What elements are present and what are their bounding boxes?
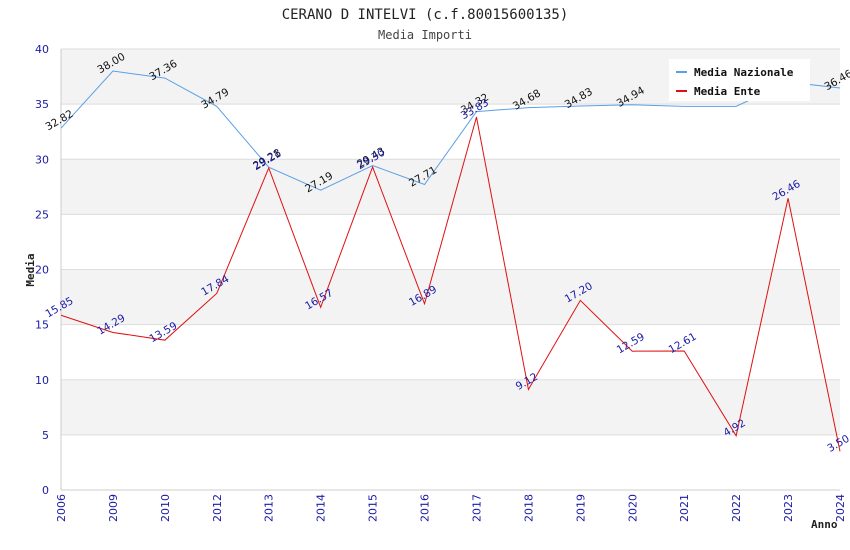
grid-band <box>61 104 840 160</box>
series-line-media-nazionale <box>60 70 841 191</box>
x-tick-label: 2021 <box>678 494 691 522</box>
grid-band <box>61 324 840 380</box>
x-tick-label: 2020 <box>626 494 639 522</box>
grid-bands <box>61 48 840 491</box>
x-tick-label: 2019 <box>574 494 587 522</box>
series-line-media-ente <box>60 116 841 452</box>
series-lines <box>60 70 841 452</box>
x-tick-label: 2009 <box>107 494 120 522</box>
x-tick-label: 2013 <box>263 494 276 522</box>
x-tick-label: 2024 <box>834 494 847 522</box>
x-tick-label: 2012 <box>211 494 224 522</box>
y-tick-label: 10 <box>35 374 49 387</box>
y-tick-label: 15 <box>35 319 49 332</box>
chart-subtitle: Media Importi <box>378 28 472 42</box>
y-tick-label: 0 <box>42 484 49 497</box>
y-axis-label: Media <box>24 253 37 286</box>
legend: Media Nazionale Media Ente <box>669 59 810 101</box>
grid-band <box>61 159 840 215</box>
y-tick-label: 40 <box>35 43 49 56</box>
x-tick-label: 2010 <box>159 494 172 522</box>
x-axis-label: Anno <box>811 518 838 531</box>
x-tick-label: 2006 <box>55 494 68 522</box>
grid-band <box>61 434 840 490</box>
y-tick-label: 35 <box>35 98 49 111</box>
chart-title: CERANO D INTELVI (c.f.80015600135) <box>282 7 569 23</box>
legend-entry: Media Ente <box>694 85 761 98</box>
legend-entry: Media Nazionale <box>694 66 794 79</box>
x-tick-label: 2022 <box>730 494 743 522</box>
x-tick-label: 2016 <box>419 494 432 522</box>
x-axis: 2006 2009 2010 2012 2013 2014 2015 2016 2017 2018… <box>55 489 847 522</box>
x-tick-label: 2023 <box>782 494 795 522</box>
x-tick-label: 2018 <box>522 494 535 522</box>
grid-band <box>61 379 840 435</box>
grid-band <box>61 214 840 270</box>
y-tick-label: 5 <box>42 429 49 442</box>
legend-box <box>669 59 810 101</box>
x-tick-label: 2014 <box>315 494 328 522</box>
x-tick-label: 2017 <box>470 494 483 522</box>
y-tick-label: 30 <box>35 153 49 166</box>
grid-band <box>61 269 840 325</box>
y-tick-label: 25 <box>35 208 49 221</box>
x-tick-label: 2015 <box>367 494 380 522</box>
y-tick-label: 20 <box>35 264 49 277</box>
y-axis: 0 5 10 15 20 25 30 35 40 <box>35 43 62 497</box>
